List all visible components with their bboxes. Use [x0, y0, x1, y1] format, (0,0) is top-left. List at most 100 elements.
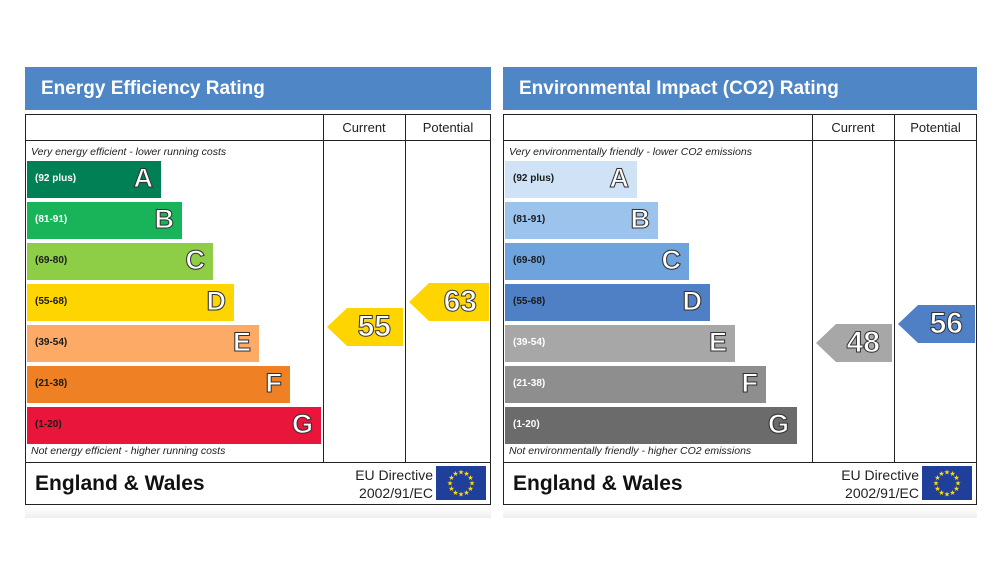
band-range: (92 plus) — [513, 173, 555, 184]
current-column-header: Current — [831, 120, 875, 135]
svg-text:★: ★ — [953, 485, 959, 493]
row-divider — [25, 462, 491, 463]
top-caption: Very energy efficient - lower running co… — [31, 146, 227, 158]
svg-text:★: ★ — [933, 480, 939, 488]
rating-band-c: (69-80) C — [505, 243, 689, 280]
rating-band-e: (39-54) E — [27, 325, 259, 362]
potential-rating-value: 63 — [443, 285, 477, 319]
band-letter: A — [609, 163, 629, 194]
potential-rating-value: 56 — [929, 307, 963, 341]
rating-band-f: (21-38) F — [505, 366, 766, 403]
band-letter: G — [291, 409, 313, 440]
band-range: (21-38) — [513, 378, 546, 389]
band-letter: C — [661, 245, 681, 276]
svg-text:★: ★ — [944, 469, 950, 477]
panel-title: Energy Efficiency Rating — [25, 67, 491, 110]
row-divider — [503, 462, 977, 463]
band-letter: G — [767, 409, 789, 440]
band-range: (39-54) — [35, 337, 68, 348]
top-caption: Very environmentally friendly - lower CO… — [509, 146, 752, 158]
band-letter: D — [682, 286, 702, 317]
svg-text:★: ★ — [448, 474, 454, 482]
band-letter: B — [154, 204, 174, 235]
rating-band-c: (69-80) C — [27, 243, 213, 280]
svg-text:★: ★ — [458, 469, 464, 477]
directive-line-1: EU Directive — [841, 467, 919, 483]
band-range: (55-68) — [513, 296, 546, 307]
cut-off-text-strip — [503, 506, 977, 518]
band-letter: F — [265, 368, 282, 399]
region-label: England & Wales — [513, 472, 683, 495]
band-range: (55-68) — [35, 296, 68, 307]
rating-band-b: (81-91) B — [27, 202, 182, 239]
bottom-caption: Not energy efficient - higher running co… — [31, 445, 226, 457]
svg-text:★: ★ — [448, 485, 454, 493]
svg-text:★: ★ — [955, 480, 961, 488]
rating-band-a: (92 plus) A — [505, 161, 637, 198]
svg-text:★: ★ — [458, 491, 464, 499]
band-letter: A — [133, 163, 153, 194]
rating-band-g: (1-20) G — [505, 407, 797, 444]
svg-text:★: ★ — [949, 470, 955, 478]
current-rating-arrow: 55 — [327, 308, 403, 346]
band-letter: F — [741, 368, 758, 399]
current-rating-arrow: 48 — [816, 324, 892, 362]
rating-band-e: (39-54) E — [505, 325, 735, 362]
band-letter: C — [185, 245, 205, 276]
svg-text:★: ★ — [934, 474, 940, 482]
current-column-header: Current — [342, 120, 386, 135]
column-divider — [405, 114, 406, 462]
region-label: England & Wales — [35, 472, 205, 495]
rating-band-b: (81-91) B — [505, 202, 658, 239]
directive-line-2: 2002/91/EC — [845, 485, 919, 501]
band-letter: D — [206, 286, 226, 317]
row-divider — [25, 140, 491, 141]
directive-line-1: EU Directive — [355, 467, 433, 483]
band-letter: E — [232, 327, 251, 358]
band-letter: B — [630, 204, 650, 235]
band-range: (1-20) — [35, 419, 62, 430]
band-range: (69-80) — [513, 255, 546, 266]
potential-column-header: Potential — [910, 120, 961, 135]
svg-text:★: ★ — [463, 470, 469, 478]
column-divider — [323, 114, 324, 462]
panel-title: Environmental Impact (CO2) Rating — [503, 67, 977, 110]
svg-text:★: ★ — [953, 474, 959, 482]
potential-column-header: Potential — [422, 120, 474, 135]
svg-text:★: ★ — [447, 480, 453, 488]
panel-title-text: Energy Efficiency Rating — [41, 77, 265, 99]
svg-text:★: ★ — [463, 489, 469, 497]
band-range: (69-80) — [35, 255, 68, 266]
column-divider — [812, 114, 813, 462]
svg-text:★: ★ — [934, 485, 940, 493]
rating-band-g: (1-20) G — [27, 407, 321, 444]
rating-band-d: (55-68) D — [505, 284, 710, 321]
potential-rating-arrow: 63 — [409, 283, 489, 321]
rating-band-d: (55-68) D — [27, 284, 234, 321]
potential-rating-arrow: 56 — [898, 305, 975, 343]
bottom-caption: Not environmentally friendly - higher CO… — [509, 445, 752, 457]
svg-text:★: ★ — [949, 489, 955, 497]
svg-text:★: ★ — [938, 489, 944, 497]
eu-directive: EU Directive 2002/91/EC — [303, 466, 433, 502]
svg-text:★: ★ — [938, 470, 944, 478]
band-range: (81-91) — [35, 214, 68, 225]
eu-flag-icon: ★ ★ ★ ★ ★ ★ ★ ★ ★ ★ ★ ★ — [436, 466, 486, 500]
band-range: (92 plus) — [35, 173, 77, 184]
current-rating-value: 48 — [846, 326, 880, 360]
cut-off-text-strip — [25, 506, 491, 518]
eu-directive: EU Directive 2002/91/EC — [789, 466, 919, 502]
svg-text:★: ★ — [467, 474, 473, 482]
rating-band-f: (21-38) F — [27, 366, 290, 403]
svg-text:★: ★ — [944, 491, 950, 499]
band-range: (81-91) — [513, 214, 546, 225]
svg-text:★: ★ — [452, 470, 458, 478]
svg-text:★: ★ — [467, 485, 473, 493]
rating-band-a: (92 plus) A — [27, 161, 161, 198]
row-divider — [503, 140, 977, 141]
band-range: (39-54) — [513, 337, 546, 348]
current-rating-value: 55 — [357, 310, 391, 344]
svg-text:★: ★ — [452, 489, 458, 497]
svg-text:★: ★ — [469, 480, 475, 488]
eu-flag-icon: ★ ★ ★ ★ ★ ★ ★ ★ ★ ★ ★ ★ — [922, 466, 972, 500]
